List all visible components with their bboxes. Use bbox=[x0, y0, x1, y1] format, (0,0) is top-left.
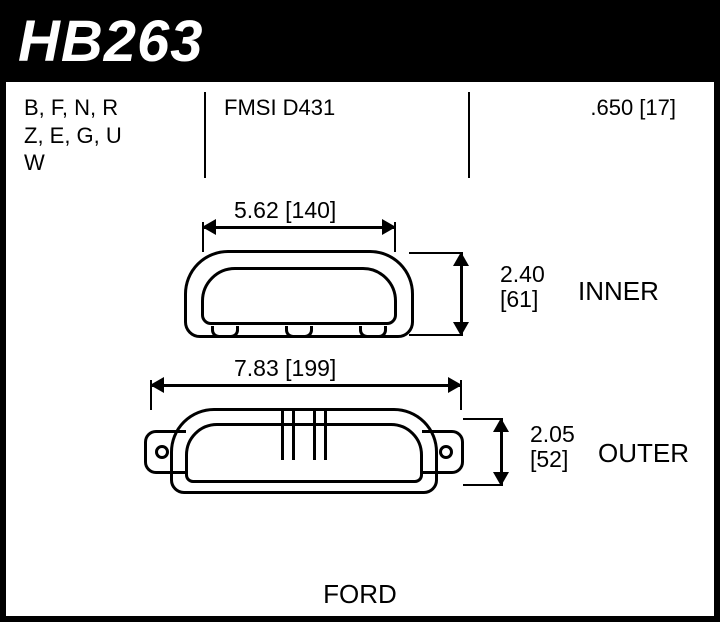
thickness-spec: .650 [17] bbox=[476, 94, 714, 178]
outer-slot-left bbox=[281, 408, 295, 460]
inner-height-mm: [61] bbox=[500, 286, 538, 312]
outer-hole-right bbox=[439, 445, 453, 459]
diagram-area: 5.62 [140] 2.40 [61] INNER 7.83 [199] bbox=[6, 194, 714, 594]
inner-width-dimension bbox=[202, 226, 396, 229]
codes-line-1: B, F, N, R bbox=[24, 94, 188, 122]
content-frame: B, F, N, R Z, E, G, U W FMSI D431 .650 [… bbox=[0, 82, 720, 622]
outer-pad-face bbox=[185, 423, 423, 483]
outer-slot-right bbox=[313, 408, 327, 460]
fmsi-code: FMSI D431 bbox=[206, 94, 476, 178]
inner-pad-outline bbox=[184, 250, 414, 338]
outer-pad bbox=[144, 408, 464, 494]
header-bar: HB263 bbox=[0, 0, 720, 82]
outer-width-label: 7.83 [199] bbox=[234, 356, 336, 381]
compound-codes: B, F, N, R Z, E, G, U W bbox=[6, 94, 206, 178]
outer-height-dimension bbox=[500, 418, 503, 486]
divider-2 bbox=[468, 92, 470, 178]
inner-width-label: 5.62 [140] bbox=[234, 198, 336, 223]
inner-name-label: INNER bbox=[578, 276, 659, 307]
codes-line-2: Z, E, G, U bbox=[24, 122, 188, 150]
outer-height-mm: [52] bbox=[530, 446, 568, 472]
divider-1 bbox=[204, 92, 206, 178]
outer-width-dimension bbox=[150, 384, 462, 387]
outer-height-value: 2.05 bbox=[530, 421, 575, 447]
outer-hole-left bbox=[155, 445, 169, 459]
outer-name-label: OUTER bbox=[598, 438, 689, 469]
part-number-title: HB263 bbox=[18, 8, 204, 75]
vehicle-make: FORD bbox=[323, 579, 397, 610]
inner-notch-center bbox=[285, 326, 313, 338]
inner-pad-face bbox=[201, 267, 397, 325]
outer-height-label: 2.05 [52] bbox=[530, 422, 575, 473]
inner-height-value: 2.40 bbox=[500, 261, 545, 287]
inner-height-label: 2.40 [61] bbox=[500, 262, 545, 313]
inner-notch-left bbox=[211, 326, 239, 338]
outer-pad-outline bbox=[170, 408, 438, 494]
codes-line-3: W bbox=[24, 149, 188, 177]
inner-height-dimension bbox=[460, 252, 463, 336]
spec-row: B, F, N, R Z, E, G, U W FMSI D431 .650 [… bbox=[6, 82, 714, 178]
inner-notch-right bbox=[359, 326, 387, 338]
